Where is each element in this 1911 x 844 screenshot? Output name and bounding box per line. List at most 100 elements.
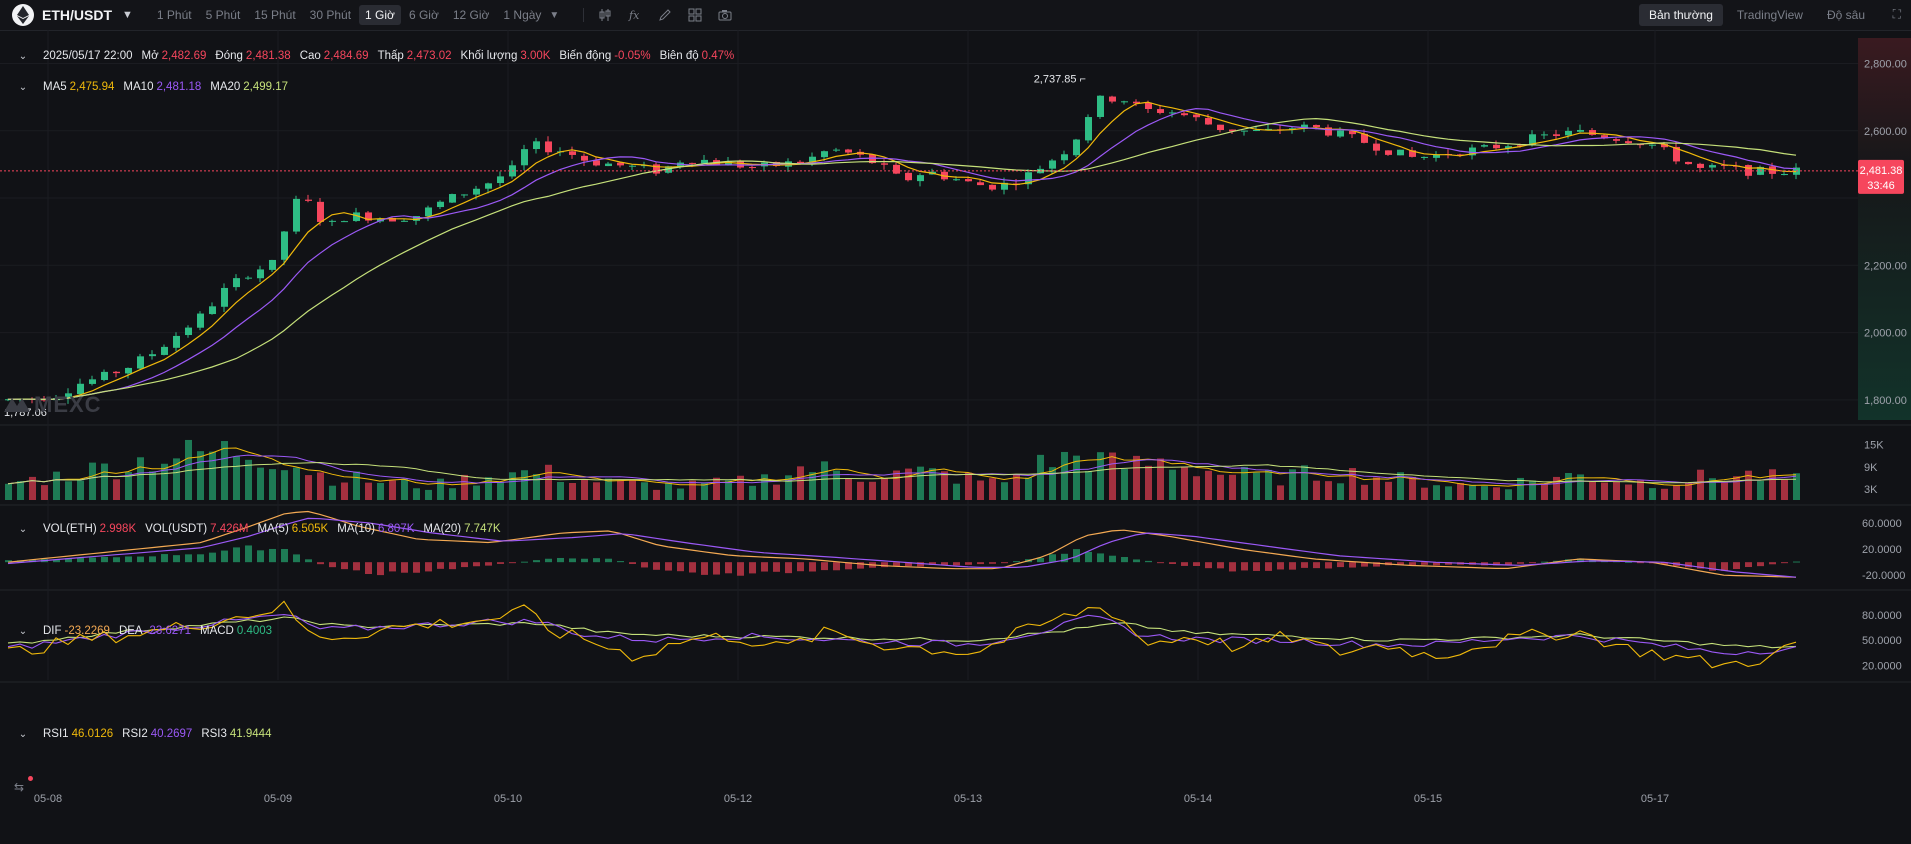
macd-histogram-bar — [5, 560, 12, 563]
volume-bar — [1457, 483, 1464, 500]
macd-histogram-bar — [329, 562, 336, 568]
mexc-logo-icon — [4, 398, 30, 412]
interval-chevron-down-icon[interactable]: ▼ — [549, 9, 560, 21]
candle-down — [1373, 143, 1380, 151]
macd-histogram-bar — [101, 556, 108, 563]
macd-histogram-bar — [1661, 562, 1668, 565]
vol-ma20-label: MA(20) — [423, 523, 462, 535]
fullscreen-icon[interactable]: ⛶ — [1892, 7, 1901, 21]
macd-tick-label: -20.0000 — [1862, 570, 1905, 582]
interval-30m[interactable]: 30 Phút — [309, 8, 352, 22]
interval-1d[interactable]: 1 Ngày — [503, 8, 542, 22]
view-tradingview[interactable]: TradingView — [1736, 8, 1803, 22]
interval-1h[interactable]: 1 Giờ — [359, 5, 401, 25]
candle-down — [1109, 96, 1116, 102]
candle-down — [845, 149, 852, 153]
macd-histogram-bar — [1493, 562, 1500, 566]
current-price-badge — [1858, 159, 1904, 194]
macd-histogram-bar — [713, 562, 720, 575]
candle-down — [365, 212, 372, 221]
draw-pencil-icon[interactable] — [654, 4, 676, 26]
candle-up — [1433, 154, 1440, 158]
symbol-chevron-down-icon[interactable]: ▼ — [122, 9, 133, 21]
interval-6h[interactable]: 6 Giờ — [408, 8, 439, 22]
candle-up — [89, 379, 96, 384]
time-tick-label: 05-10 — [494, 793, 522, 805]
collapse-chevron-icon[interactable]: ⌄ — [18, 523, 28, 535]
macd-histogram-bar — [209, 552, 216, 563]
volume-bar — [857, 481, 864, 500]
view-standard[interactable]: Bản thường — [1638, 4, 1723, 26]
macd-histogram-bar — [677, 562, 684, 572]
volume-bar — [1313, 480, 1320, 500]
candle-up — [425, 207, 432, 217]
indicator-fx-icon[interactable]: ƒx — [624, 4, 646, 26]
volume-bar — [1721, 482, 1728, 500]
interval-5m[interactable]: 5 Phút — [205, 8, 241, 22]
candle-up — [665, 166, 672, 173]
change-value: -0.05% — [614, 50, 651, 62]
macd-histogram-bar — [665, 562, 672, 571]
candle-up — [269, 259, 276, 270]
interval-15m[interactable]: 15 Phút — [254, 8, 296, 22]
toolbar-divider — [583, 8, 585, 22]
volume-series — [5, 439, 1800, 500]
macd-histogram-bar — [569, 558, 576, 563]
chart-settings-icon[interactable]: ⇆ — [14, 780, 25, 794]
time-tick-label: 05-14 — [1184, 793, 1212, 805]
macd-histogram-bar — [1781, 562, 1788, 564]
macd-histogram-bar — [1313, 562, 1320, 569]
volume-bar — [1121, 468, 1128, 500]
collapse-chevron-icon[interactable]: ⌄ — [18, 728, 28, 740]
volume-bar — [341, 482, 348, 500]
macd-histogram-bar — [605, 558, 612, 563]
volume-bar — [557, 482, 564, 500]
macd-histogram-bar — [1049, 554, 1056, 563]
macd-histogram-bar — [317, 562, 324, 565]
volume-bar — [1001, 482, 1008, 500]
volume-bar — [1133, 455, 1140, 500]
candle-up — [629, 165, 636, 167]
collapse-chevron-icon[interactable]: ⌄ — [18, 81, 28, 93]
candle-type-icon[interactable] — [594, 4, 616, 26]
candle-up — [1421, 156, 1428, 158]
volume-bar — [5, 483, 12, 500]
symbol-pair[interactable]: ETH/USDT — [42, 7, 112, 23]
eth-logo-icon — [12, 4, 34, 26]
macd-histogram-bar — [293, 554, 300, 563]
macd-histogram-bar — [281, 548, 288, 563]
volume-bar — [389, 480, 396, 500]
volume-bar — [593, 482, 600, 500]
macd-histogram-bar — [53, 559, 60, 563]
volume-bar — [1553, 476, 1560, 500]
interval-1m[interactable]: 1 Phút — [156, 8, 192, 22]
collapse-chevron-icon[interactable]: ⌄ — [18, 625, 28, 637]
rsi1-label: RSI1 — [43, 728, 69, 740]
candle-up — [1049, 160, 1056, 169]
macd-histogram-bar — [641, 562, 648, 568]
candle-up — [1301, 124, 1308, 129]
volume-bar — [833, 470, 840, 500]
volume-bar — [629, 480, 636, 500]
price-chart[interactable]: 2,800.00 2,600.00 2,200.00 2,000.00 1,800.00… — [0, 30, 1911, 844]
view-depth[interactable]: Độ sâu — [1826, 8, 1865, 22]
current-price-label: 2,481.38 — [1860, 165, 1903, 177]
candle-up — [329, 220, 336, 222]
volume-bar — [545, 464, 552, 500]
volume-bar — [1169, 469, 1176, 500]
macd-histogram-bar — [1109, 555, 1116, 563]
macd-histogram-bar — [725, 562, 732, 574]
macd-histogram-bar — [1133, 559, 1140, 563]
layout-grid-icon[interactable] — [684, 4, 706, 26]
ma5-line — [7, 101, 1797, 401]
camera-icon[interactable] — [714, 4, 736, 26]
macd-histogram-bar — [1517, 562, 1524, 564]
interval-12h[interactable]: 12 Giờ — [452, 8, 490, 22]
volume-bar — [605, 478, 612, 500]
candle-up — [1241, 130, 1248, 132]
volume-bar — [1157, 458, 1164, 500]
volume-tick-label: 9K — [1864, 462, 1878, 474]
collapse-chevron-icon[interactable]: ⌄ — [18, 50, 28, 62]
macd-histogram-bar — [161, 554, 168, 563]
macd-histogram-bar — [485, 562, 492, 566]
